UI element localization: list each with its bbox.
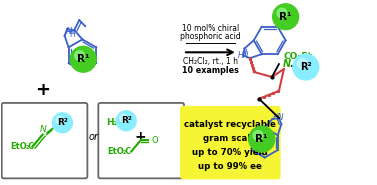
Text: N: N — [283, 59, 291, 69]
Text: EtO: EtO — [11, 142, 28, 151]
Text: HN: HN — [238, 51, 249, 60]
Text: R¹: R¹ — [256, 134, 268, 144]
Text: H: H — [69, 31, 75, 39]
FancyBboxPatch shape — [180, 106, 280, 179]
Circle shape — [277, 8, 287, 18]
Text: H₂N: H₂N — [106, 118, 126, 127]
Text: phosphoric acid: phosphoric acid — [180, 32, 241, 41]
Text: R¹: R¹ — [279, 12, 292, 22]
Text: +: + — [134, 130, 146, 144]
Circle shape — [249, 126, 275, 152]
Text: 10 examples: 10 examples — [182, 66, 239, 75]
Text: O: O — [151, 136, 158, 145]
Circle shape — [56, 116, 63, 124]
Circle shape — [253, 131, 263, 140]
Text: N: N — [66, 28, 72, 36]
Circle shape — [52, 113, 72, 133]
Text: catalyst recyclable: catalyst recyclable — [184, 120, 276, 129]
Text: R²: R² — [300, 62, 312, 72]
Text: ₂C: ₂C — [122, 147, 131, 156]
Text: gram scale: gram scale — [203, 134, 256, 143]
Text: HN: HN — [273, 113, 285, 122]
Text: N: N — [40, 125, 47, 134]
Text: R¹: R¹ — [77, 54, 89, 64]
Circle shape — [273, 4, 299, 30]
Text: up to 70% yield: up to 70% yield — [192, 148, 268, 157]
Circle shape — [116, 111, 136, 131]
FancyBboxPatch shape — [98, 103, 184, 178]
Text: CH₂Cl₂, rt., 1 h: CH₂Cl₂, rt., 1 h — [183, 57, 238, 66]
Text: +: + — [35, 81, 50, 99]
Text: ₂C: ₂C — [26, 142, 35, 151]
Text: EtO: EtO — [107, 147, 124, 156]
Circle shape — [75, 51, 84, 60]
FancyBboxPatch shape — [2, 103, 87, 178]
Circle shape — [293, 54, 319, 80]
Text: R²: R² — [57, 118, 68, 127]
Text: R²: R² — [121, 116, 132, 125]
Circle shape — [120, 114, 127, 122]
Text: CO₂Et: CO₂Et — [284, 52, 313, 61]
Text: up to 99% ee: up to 99% ee — [198, 162, 262, 171]
Text: 10 mol% chiral: 10 mol% chiral — [182, 24, 239, 33]
Circle shape — [70, 46, 96, 72]
Circle shape — [297, 58, 307, 68]
Text: or: or — [88, 132, 98, 142]
